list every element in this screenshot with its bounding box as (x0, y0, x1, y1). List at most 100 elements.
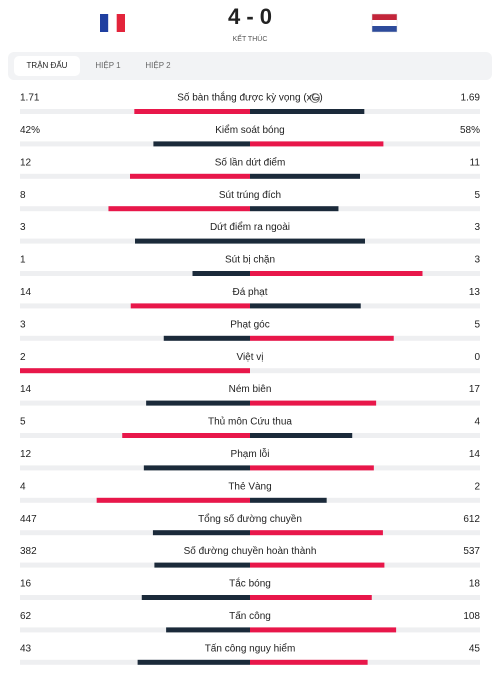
away-bar (250, 400, 377, 406)
away-bar (250, 530, 383, 536)
home-bar (166, 627, 250, 633)
stat-label: Sút trúng đích (219, 190, 281, 201)
score: 4 - 0 (228, 4, 272, 29)
home-bar (130, 303, 250, 309)
home-value: 43 (20, 643, 32, 654)
stat-label: Đá phạt (232, 287, 267, 298)
away-value: 108 (463, 611, 480, 622)
home-value: 382 (20, 546, 37, 557)
away-value: 13 (469, 287, 481, 298)
stat-label: Việt vị (236, 352, 263, 363)
stat-label: Số bàn thắng được kỳ vọng (xG) (177, 91, 323, 104)
home-value: 1.71 (20, 93, 40, 104)
home-value: 1 (20, 255, 26, 266)
away-value: 58% (460, 125, 480, 136)
home-value: 14 (20, 384, 32, 395)
away-bar (250, 206, 339, 212)
away-bar (250, 335, 394, 341)
away-value: 18 (469, 579, 481, 590)
home-value: 2 (20, 352, 26, 363)
away-bar (250, 173, 360, 179)
home-bar (108, 206, 250, 212)
home-bar (137, 659, 250, 665)
away-bar (250, 238, 365, 244)
tab[interactable]: TRẬN ĐẤU (27, 60, 68, 70)
home-bar (143, 465, 250, 471)
away-value: 3 (474, 255, 480, 266)
away-bar (250, 109, 365, 114)
away-value: 2 (474, 481, 480, 492)
stat-label: Số lần dứt điểm (215, 156, 286, 168)
away-bar (250, 562, 385, 568)
home-bar (96, 497, 251, 503)
away-bar (250, 271, 423, 276)
away-value: 11 (470, 157, 481, 168)
stat-label: Ném biên (229, 384, 272, 395)
tab[interactable]: HIỆP 2 (145, 61, 171, 70)
away-bar (250, 659, 368, 665)
stat-label: Số đường chuyền hoàn thành (184, 545, 317, 557)
away-value: 4 (474, 417, 480, 428)
home-bar (146, 400, 250, 406)
away-bar (250, 627, 397, 633)
home-value: 62 (20, 611, 32, 622)
home-value: 14 (20, 287, 32, 298)
stat-label: Kiểm soát bóng (215, 124, 285, 136)
home-value: 3 (20, 222, 26, 233)
home-bar (20, 368, 250, 374)
home-bar (163, 335, 250, 341)
tab-bar (8, 52, 492, 80)
tab[interactable]: HIỆP 1 (95, 61, 121, 70)
stat-label: Tổng số đường chuyền (198, 513, 302, 525)
home-bar (141, 595, 250, 600)
away-bar (250, 303, 361, 309)
home-value: 16 (20, 579, 32, 590)
home-bar (153, 141, 250, 147)
away-value: 45 (469, 643, 481, 654)
stat-label: Dứt điểm ra ngoài (210, 221, 290, 233)
away-value: 537 (463, 546, 480, 557)
home-bar (135, 238, 250, 244)
stat-label: Thủ môn Cứu thua (208, 416, 292, 428)
info-icon[interactable] (310, 93, 320, 103)
home-value: 42% (20, 125, 40, 136)
away-value: 5 (474, 190, 480, 201)
away-bar (250, 433, 353, 438)
away-bar (250, 141, 384, 147)
away-value: 612 (463, 514, 480, 525)
home-bar (192, 271, 250, 276)
away-value: 17 (469, 384, 481, 395)
away-value: 1.69 (461, 93, 481, 104)
home-value: 3 (20, 319, 26, 330)
home-bar (130, 173, 250, 179)
stat-label: Sút bị chặn (225, 255, 275, 266)
away-value: 3 (474, 222, 480, 233)
away-bar (250, 595, 372, 600)
away-value: 0 (474, 352, 480, 363)
stat-label: Tắc bóng (229, 577, 271, 590)
active-tab-bg (14, 56, 80, 76)
stat-label: Thẻ Vàng (228, 481, 271, 492)
match-status: KẾT THÚC (233, 33, 268, 43)
away-flag (371, 13, 398, 33)
home-flag (100, 14, 125, 32)
home-bar (154, 562, 250, 568)
home-value: 8 (20, 190, 26, 201)
away-value: 14 (469, 449, 481, 460)
stat-label: Phạt góc (230, 319, 269, 330)
stat-label: Tấn công nguy hiểm (205, 642, 296, 654)
home-value: 12 (20, 157, 32, 168)
home-bar (122, 433, 250, 438)
away-value: 5 (474, 319, 480, 330)
home-value: 12 (20, 449, 32, 460)
away-bar (250, 465, 374, 471)
home-value: 447 (20, 514, 37, 525)
away-bar (250, 497, 327, 503)
home-value: 4 (20, 481, 26, 492)
home-bar (134, 109, 250, 114)
home-value: 5 (20, 417, 26, 428)
home-bar (152, 530, 250, 536)
stat-label: Phạm lỗi (231, 447, 270, 460)
stat-label: Tấn công (229, 610, 271, 622)
